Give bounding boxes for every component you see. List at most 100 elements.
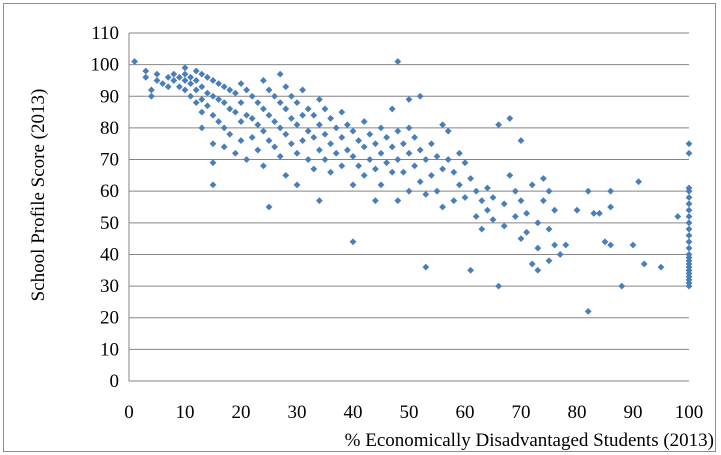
data-point [181, 77, 189, 84]
data-point [198, 96, 206, 103]
data-point [517, 137, 525, 144]
data-point [433, 152, 441, 160]
data-point [685, 149, 693, 157]
data-point [506, 171, 514, 179]
data-point [360, 143, 368, 151]
data-point [181, 86, 189, 94]
data-point [394, 127, 402, 135]
data-point [282, 105, 290, 113]
data-point [590, 209, 598, 217]
data-point [316, 96, 323, 103]
data-point [248, 92, 256, 100]
data-point [209, 181, 217, 189]
data-point [450, 197, 458, 205]
data-point [456, 149, 463, 157]
data-point [204, 102, 211, 110]
data-point [282, 171, 290, 179]
data-point [596, 209, 603, 217]
data-point [467, 175, 474, 182]
data-point [198, 108, 206, 116]
data-point [512, 187, 519, 195]
data-point [198, 70, 206, 78]
data-point [618, 282, 626, 290]
data-point [248, 134, 256, 141]
data-point [164, 83, 172, 91]
data-point [204, 89, 211, 97]
data-point [209, 111, 217, 119]
data-point [411, 134, 418, 141]
data-point [685, 238, 693, 246]
data-point [388, 168, 396, 176]
data-point [405, 187, 413, 195]
data-point [388, 105, 396, 113]
data-point [276, 124, 284, 132]
data-point [685, 200, 693, 208]
data-point [237, 99, 245, 106]
data-point [209, 77, 217, 84]
y-tick-label: 90 [100, 86, 119, 107]
y-tick-label: 50 [100, 213, 119, 234]
data-point [209, 92, 217, 100]
data-point [422, 156, 430, 163]
x-tick-label: 10 [176, 402, 195, 423]
data-point [232, 149, 239, 157]
data-point [372, 140, 379, 148]
data-point [192, 67, 200, 75]
data-point [405, 124, 413, 132]
data-point [685, 206, 693, 214]
data-point [288, 92, 295, 100]
data-point [349, 127, 357, 135]
data-point [153, 70, 161, 78]
y-tick-label: 110 [91, 23, 119, 44]
x-tick-label: 60 [456, 402, 475, 423]
data-point [271, 118, 278, 125]
data-point [293, 99, 301, 106]
data-point [411, 162, 418, 170]
data-point [551, 241, 558, 249]
data-point [534, 244, 542, 252]
data-point [523, 228, 530, 236]
data-point [243, 156, 250, 163]
chart-frame: 0 10 20 30 40 50 60 70 80 90 100 110 0 10 20 30 40 50 60 7… [3, 3, 716, 452]
data-point [293, 149, 301, 157]
data-point [243, 111, 250, 119]
data-point [377, 149, 385, 157]
data-point [192, 86, 200, 94]
x-tick-label: 90 [624, 402, 643, 423]
data-point [220, 99, 228, 106]
data-point [226, 130, 234, 138]
data-point [170, 77, 178, 84]
y-tick-label: 100 [91, 55, 120, 76]
data-point [685, 187, 693, 195]
data-point [383, 159, 390, 167]
data-point [484, 184, 491, 192]
data-point [192, 77, 200, 84]
scatter-chart: 0 10 20 30 40 50 60 70 80 90 100 110 0 10 20 30 40 50 60 7… [28, 23, 714, 451]
data-point [237, 80, 245, 88]
data-point [484, 206, 491, 214]
y-tick-label: 70 [100, 150, 119, 171]
x-tick-label: 100 [675, 402, 704, 423]
data-point [332, 124, 340, 132]
data-point [220, 83, 228, 91]
data-point [237, 118, 245, 125]
data-point [142, 73, 150, 81]
data-point [584, 308, 592, 315]
data-point [215, 96, 222, 103]
data-point [685, 140, 693, 148]
data-point [685, 232, 693, 239]
data-point [254, 99, 262, 106]
data-point [461, 194, 469, 201]
data-points [131, 58, 693, 315]
data-point [506, 115, 514, 122]
data-point [489, 216, 497, 224]
data-point [489, 194, 497, 201]
data-point [299, 111, 306, 119]
x-tick-label: 70 [512, 402, 531, 423]
data-point [310, 111, 318, 119]
data-point [260, 127, 267, 135]
data-point [226, 86, 234, 94]
data-point [293, 181, 301, 189]
data-point [478, 197, 486, 205]
data-point [282, 83, 290, 91]
